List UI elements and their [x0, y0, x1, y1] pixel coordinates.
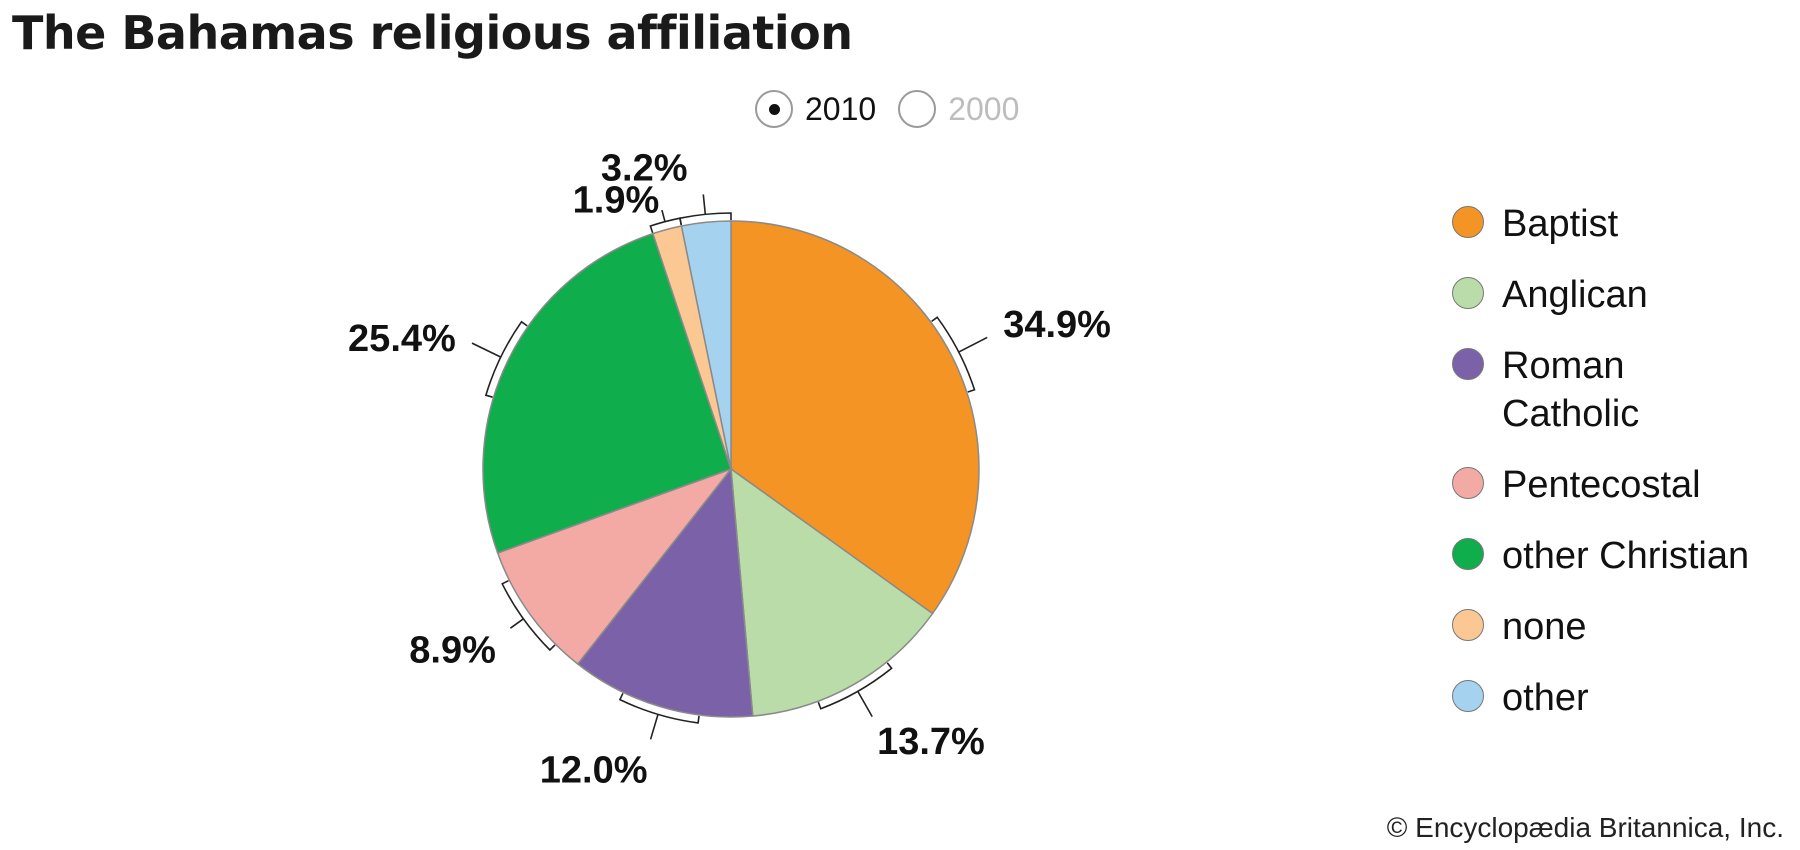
data-label-anglican: 13.7%	[877, 721, 985, 763]
data-label-other: 3.2%	[601, 148, 688, 190]
legend-item-none: none	[1452, 603, 1749, 651]
leader-line-baptist	[931, 316, 988, 393]
legend-swatch	[1452, 609, 1484, 641]
pie-slice-pentecostal	[496, 467, 734, 666]
legend-swatch	[1452, 538, 1484, 570]
legend-label: Roman Catholic	[1502, 345, 1640, 435]
leader-line-pentecostal	[501, 579, 556, 652]
pie-slice-roman-catholic	[576, 467, 754, 718]
legend-label: Baptist	[1502, 203, 1619, 245]
year-option-label: 2010	[805, 90, 877, 127]
legend-swatch	[1452, 277, 1484, 309]
data-label-none: 1.9%	[573, 180, 660, 222]
leader-line-roman-catholic	[618, 692, 700, 740]
legend-swatch	[1452, 680, 1484, 712]
legend-swatch	[1452, 348, 1484, 380]
legend-label: Anglican	[1502, 274, 1648, 316]
year-toggle: 2010 2000	[755, 90, 1041, 128]
radio-unselected-icon[interactable]	[898, 90, 937, 128]
legend-label: Pentecostal	[1502, 464, 1701, 506]
pie-slice-other-christian	[482, 232, 732, 554]
legend-swatch	[1452, 467, 1484, 499]
year-option-2000[interactable]: 2000	[898, 90, 1019, 128]
leader-line-anglican	[817, 662, 893, 717]
pie-slice-other	[680, 220, 732, 470]
data-label-other-christian: 25.4%	[348, 318, 456, 360]
copyright-notice: © Encyclopædia Britannica, Inc.	[1386, 812, 1784, 843]
legend-item-pentecostal: Pentecostal	[1452, 461, 1749, 509]
pie-slice-anglican	[730, 467, 934, 717]
legend-item-other: other	[1452, 674, 1749, 722]
data-label-baptist: 34.9%	[1003, 304, 1111, 346]
legend-item-other-christian: other Christian	[1452, 532, 1749, 580]
legend-swatch	[1452, 206, 1484, 238]
legend-item-baptist: Baptist	[1452, 200, 1749, 248]
legend-label: none	[1502, 606, 1587, 648]
legend: Baptist Anglican Roman Catholic Pentecos…	[1452, 200, 1749, 745]
radio-selected-icon[interactable]	[755, 90, 793, 128]
data-label-roman-catholic: 12.0%	[540, 750, 648, 792]
chart-title: The Bahamas religious affiliation	[12, 6, 853, 60]
leader-line-other-christian	[471, 320, 528, 398]
year-option-label: 2000	[948, 90, 1020, 127]
pie-slice-baptist	[730, 220, 980, 615]
legend-label: other	[1502, 677, 1589, 719]
leader-line-other	[678, 194, 732, 226]
legend-item-anglican: Anglican	[1452, 271, 1749, 319]
data-label-pentecostal: 8.9%	[409, 630, 496, 672]
legend-label: other Christian	[1502, 535, 1750, 577]
year-option-2010[interactable]: 2010	[755, 90, 876, 128]
legend-item-roman-catholic: Roman Catholic	[1452, 342, 1749, 438]
